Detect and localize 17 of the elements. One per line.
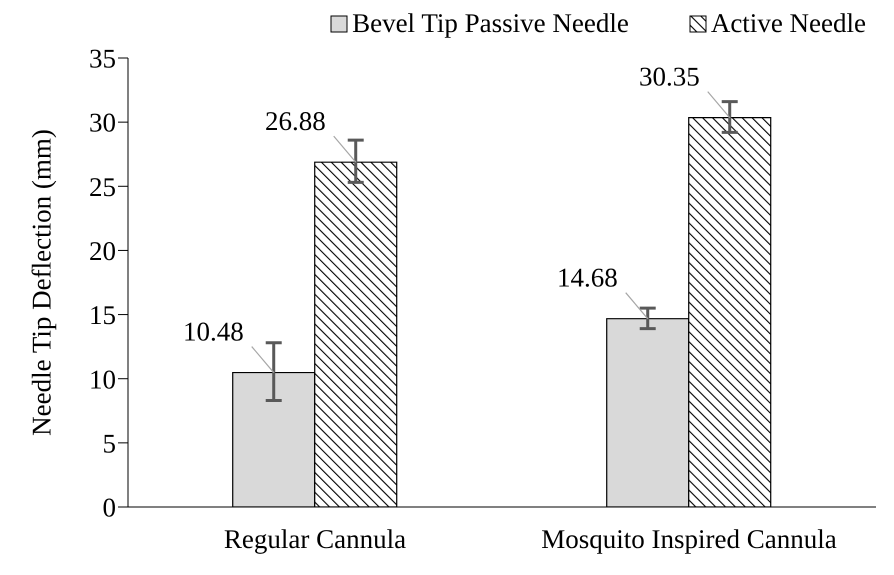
data-label: 10.48 [182, 316, 244, 347]
y-tick-label: 20 [89, 236, 116, 266]
data-label: 30.35 [638, 62, 700, 92]
legend-label: Active Needle [710, 8, 866, 39]
y-tick-label: 5 [102, 428, 116, 458]
y-tick-label: 0 [102, 492, 116, 523]
data-label: 26.88 [264, 106, 326, 136]
x-tick-label: Mosquito Inspired Cannula [541, 524, 837, 554]
legend-label: Bevel Tip Passive Needle [352, 8, 629, 39]
y-axis-title: Needle Tip Deflection (mm) [26, 129, 57, 436]
y-tick-label: 25 [89, 172, 116, 202]
y-tick-label: 35 [89, 44, 116, 74]
data-label: 14.68 [556, 262, 618, 293]
y-tick-label: 15 [89, 300, 116, 330]
y-tick-label: 30 [89, 108, 116, 138]
y-tick-label: 10 [89, 364, 116, 394]
x-tick-label: Regular Cannula [224, 524, 406, 554]
